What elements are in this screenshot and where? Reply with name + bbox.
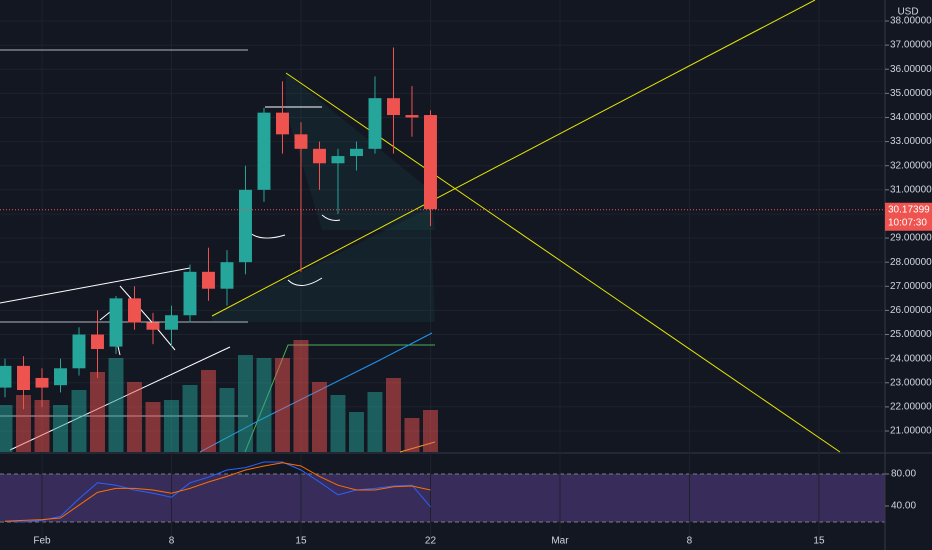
y-tick-label: 29.00000 bbox=[890, 233, 932, 244]
y-tick-label: 28.00000 bbox=[890, 257, 932, 268]
volume-bar bbox=[386, 378, 401, 452]
volume-bar bbox=[182, 385, 198, 452]
x-tick-label: 8 bbox=[687, 536, 693, 547]
volume-bar bbox=[404, 418, 420, 452]
currency: USD bbox=[897, 7, 918, 18]
volume-bar bbox=[201, 370, 216, 452]
x-tick-label: 15 bbox=[813, 536, 825, 547]
candle-body bbox=[146, 322, 160, 330]
candle-body bbox=[91, 334, 104, 350]
shade bbox=[212, 208, 435, 322]
volume-bar bbox=[90, 372, 105, 452]
indicator-band bbox=[0, 474, 885, 522]
y-tick-label: 40.00 bbox=[891, 501, 916, 512]
candle-body bbox=[331, 156, 345, 164]
candle-body bbox=[202, 271, 215, 289]
x-tick-label: 15 bbox=[295, 536, 307, 547]
y-tick-label: 31.00000 bbox=[890, 184, 932, 195]
y-tick-label: 23.00000 bbox=[890, 377, 932, 388]
volume-bar bbox=[145, 402, 161, 452]
candle-body bbox=[109, 298, 123, 347]
y-tick-label: 21.00000 bbox=[890, 426, 932, 437]
volume-bar bbox=[275, 358, 290, 452]
drawing-line bbox=[321, 214, 341, 221]
volume-bar bbox=[164, 400, 179, 452]
volume-bar bbox=[0, 405, 13, 452]
y-tick-label: 27.00000 bbox=[890, 281, 932, 292]
volume-bar bbox=[238, 355, 253, 452]
candle-body bbox=[0, 365, 12, 388]
volume-bar bbox=[16, 395, 31, 452]
drawing-line bbox=[287, 277, 323, 286]
y-tick-label: 35.00000 bbox=[890, 88, 932, 99]
x-tick-label: Feb bbox=[33, 536, 51, 547]
x-tick-label: 8 bbox=[169, 536, 175, 547]
candle-body bbox=[257, 112, 271, 190]
candle-body bbox=[294, 134, 308, 149]
volume-bar bbox=[423, 410, 438, 452]
volume-bar bbox=[127, 382, 142, 452]
candle-body bbox=[183, 271, 197, 316]
candle-body bbox=[368, 98, 382, 149]
candle-body bbox=[54, 368, 67, 386]
volume-bar bbox=[349, 412, 364, 452]
countdown: 10:07:30 bbox=[888, 217, 927, 228]
candle-body bbox=[128, 298, 141, 323]
candle-body bbox=[350, 148, 363, 157]
last-price-box bbox=[885, 202, 932, 231]
candle-body bbox=[276, 112, 289, 135]
volume-bar bbox=[34, 400, 50, 452]
candle-body bbox=[17, 365, 30, 391]
y-tick-label: 22.00000 bbox=[890, 402, 932, 413]
volume-bar bbox=[312, 382, 327, 452]
indicator-line bbox=[4, 462, 431, 522]
drawing-line bbox=[0, 267, 191, 304]
candle-body bbox=[405, 115, 419, 118]
volume-bar bbox=[330, 395, 346, 452]
y-tick-label: 24.00000 bbox=[890, 353, 932, 364]
trend-line bbox=[211, 0, 816, 317]
y-tick-label: 80.00 bbox=[891, 469, 916, 480]
y-tick-label: 38.00000 bbox=[890, 16, 932, 27]
y-tick-label: 32.00000 bbox=[890, 160, 932, 171]
candle-body bbox=[424, 115, 437, 210]
y-tick-label: 33.00000 bbox=[890, 136, 932, 147]
volume-bar bbox=[219, 388, 235, 452]
y-tick-label: 25.00000 bbox=[890, 329, 932, 340]
candle-body bbox=[313, 148, 326, 164]
volume-bar bbox=[293, 340, 309, 452]
y-tick-label: 26.00000 bbox=[890, 305, 932, 316]
volume-bar bbox=[71, 390, 87, 452]
volume-bar bbox=[256, 358, 272, 452]
candle-body bbox=[220, 262, 234, 289]
candle-body bbox=[387, 98, 400, 116]
drawing-line bbox=[249, 232, 286, 239]
candle-body bbox=[72, 334, 86, 369]
candle-body bbox=[35, 377, 49, 388]
x-tick-label: Mar bbox=[551, 536, 569, 547]
volume-bar bbox=[367, 392, 383, 452]
y-tick-label: 36.00000 bbox=[890, 64, 932, 75]
drawing-line bbox=[119, 285, 176, 351]
x-tick-label: 22 bbox=[425, 536, 437, 547]
last-price-label: 30.17399 bbox=[888, 204, 930, 215]
candle-body bbox=[165, 315, 178, 330]
y-tick-label: 37.00000 bbox=[890, 40, 932, 51]
marks: 21.00000 22.00000 23.00000 24.00000 25.00000… bbox=[0, 16, 932, 547]
volume-bar bbox=[108, 358, 124, 452]
candle-body bbox=[239, 189, 252, 263]
y-tick-label: 34.00000 bbox=[890, 112, 932, 123]
volume-bar bbox=[53, 405, 68, 452]
